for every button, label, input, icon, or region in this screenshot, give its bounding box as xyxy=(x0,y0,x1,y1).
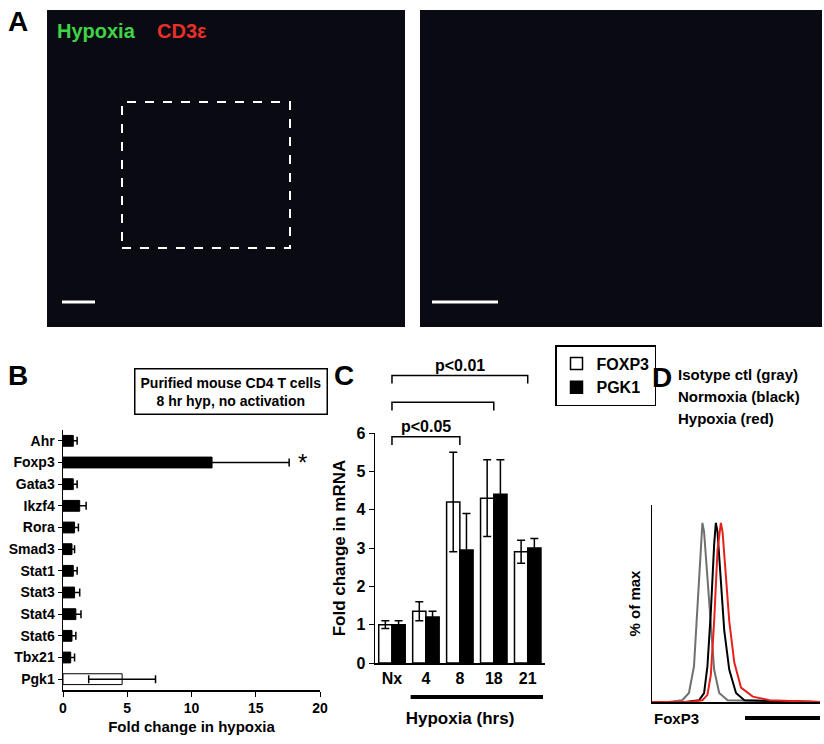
svg-text:Stat4: Stat4 xyxy=(20,606,54,622)
svg-text:Nx: Nx xyxy=(382,670,403,687)
svg-text:C: C xyxy=(334,360,354,391)
svg-text:4: 4 xyxy=(421,670,430,687)
svg-text:FOXP3: FOXP3 xyxy=(597,356,650,373)
svg-text:A: A xyxy=(8,6,28,37)
svg-text:*: * xyxy=(298,449,307,476)
svg-text:5: 5 xyxy=(356,463,365,480)
svg-text:Pgk1: Pgk1 xyxy=(21,671,55,687)
svg-text:15: 15 xyxy=(248,700,264,716)
svg-text:20: 20 xyxy=(312,700,328,716)
svg-text:Stat1: Stat1 xyxy=(20,563,54,579)
svg-text:B: B xyxy=(8,360,28,391)
svg-text:Foxp3: Foxp3 xyxy=(13,454,54,470)
svg-text:21: 21 xyxy=(519,670,537,687)
svg-text:Ikzf4: Ikzf4 xyxy=(24,498,55,514)
svg-text:18: 18 xyxy=(485,670,503,687)
svg-text:Purified mouse CD4 T cells8 hr: Purified mouse CD4 T cells8 hr hyp, no a… xyxy=(141,375,322,409)
svg-text:Tbx21: Tbx21 xyxy=(14,649,55,665)
svg-text:Gata3: Gata3 xyxy=(16,476,55,492)
svg-text:p<0.01: p<0.01 xyxy=(435,357,485,374)
svg-text:Normoxia (black): Normoxia (black) xyxy=(678,388,800,405)
svg-text:PGK1: PGK1 xyxy=(597,379,641,396)
svg-text:Smad3: Smad3 xyxy=(9,541,55,557)
svg-text:0: 0 xyxy=(59,700,67,716)
svg-text:Hypoxia (hrs): Hypoxia (hrs) xyxy=(406,709,515,728)
svg-text:Rora: Rora xyxy=(23,519,55,535)
svg-text:4: 4 xyxy=(356,501,365,518)
svg-text:Stat6: Stat6 xyxy=(20,628,54,644)
svg-text:FoxP3: FoxP3 xyxy=(654,710,699,727)
svg-text:2: 2 xyxy=(356,578,365,595)
svg-text:6: 6 xyxy=(356,425,365,442)
svg-text:Fold change in mRNA: Fold change in mRNA xyxy=(330,460,349,637)
svg-text:Hypoxia (red): Hypoxia (red) xyxy=(678,410,774,427)
svg-text:5: 5 xyxy=(123,700,131,716)
svg-text:1: 1 xyxy=(356,616,365,633)
svg-text:CD3ε: CD3ε xyxy=(157,20,207,42)
svg-text:Isotype ctl (gray): Isotype ctl (gray) xyxy=(678,366,798,383)
svg-text:Hypoxia: Hypoxia xyxy=(57,20,136,42)
svg-text:Ahr: Ahr xyxy=(31,433,56,449)
svg-text:D: D xyxy=(652,362,672,393)
svg-text:0: 0 xyxy=(356,655,365,672)
svg-text:Fold change in hypoxia: Fold change in hypoxia xyxy=(108,718,275,735)
svg-text:p<0.05: p<0.05 xyxy=(401,418,451,435)
svg-text:3: 3 xyxy=(356,540,365,557)
svg-text:% of max: % of max xyxy=(626,570,643,637)
svg-text:8: 8 xyxy=(455,670,464,687)
svg-text:10: 10 xyxy=(184,700,200,716)
svg-text:Stat3: Stat3 xyxy=(20,584,54,600)
